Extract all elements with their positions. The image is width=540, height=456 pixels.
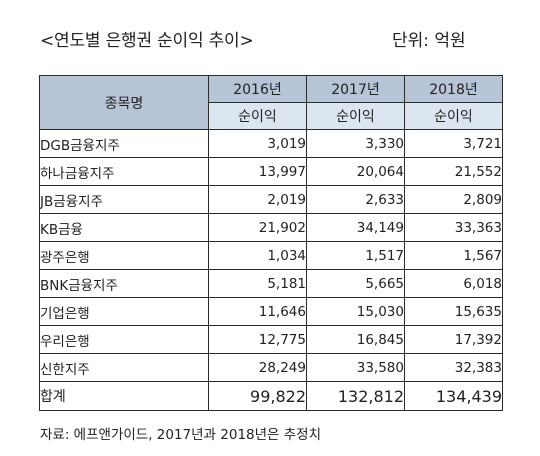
profit-2018: 1,567	[404, 241, 503, 270]
header-net-profit-2017: 순이익	[306, 102, 405, 130]
source-note: 자료: 에프앤가이드, 2017년과 2018년은 추정치	[40, 427, 322, 443]
header-company: 종목명	[39, 75, 209, 130]
company-name: KB금융	[39, 213, 209, 242]
total-label: 합계	[39, 381, 209, 411]
company-name: 하나금융지주	[39, 157, 209, 186]
table-row: 광주은행 1,034 1,517 1,567	[39, 241, 503, 270]
profit-2017: 34,149	[306, 213, 405, 242]
table-row: BNK금융지주 5,181 5,665 6,018	[39, 269, 503, 298]
page-title: <연도별 은행권 순이익 추이>	[40, 31, 254, 51]
header-net-profit-2018: 순이익	[404, 102, 503, 130]
table-row: 하나금융지주 13,997 20,064 21,552	[39, 157, 503, 186]
profit-2018: 21,552	[404, 157, 503, 186]
company-name: BNK금융지주	[39, 269, 209, 298]
profit-2017: 20,064	[306, 157, 405, 186]
company-name: JB금융지주	[39, 185, 209, 214]
table-row: DGB금융지주 3,019 3,330 3,721	[39, 129, 503, 158]
profit-2016: 12,775	[208, 325, 307, 354]
profit-2017: 2,633	[306, 185, 405, 214]
company-name: 기업은행	[39, 297, 209, 326]
header-year-2016: 2016년	[208, 75, 307, 103]
profit-2017: 1,517	[306, 241, 405, 270]
profit-table: 종목명 2016년 2017년 2018년 순이익 순이익 순이익 DGB금융지…	[39, 75, 503, 411]
company-name: 광주은행	[39, 241, 209, 270]
profit-2017: 5,665	[306, 269, 405, 298]
header-year-2017: 2017년	[306, 75, 405, 103]
profit-2016: 28,249	[208, 353, 307, 382]
table-row: KB금융 21,902 34,149 33,363	[39, 213, 503, 242]
total-2017: 132,812	[306, 381, 405, 411]
profit-2018: 17,392	[404, 325, 503, 354]
unit-label: 단위: 억원	[392, 31, 466, 51]
company-name: 우리은행	[39, 325, 209, 354]
company-name: DGB금융지주	[39, 129, 209, 158]
profit-2017: 33,580	[306, 353, 405, 382]
profit-2016: 1,034	[208, 241, 307, 270]
total-2018: 134,439	[404, 381, 503, 411]
profit-2016: 11,646	[208, 297, 307, 326]
profit-2018: 6,018	[404, 269, 503, 298]
profit-2018: 32,383	[404, 353, 503, 382]
table-row: JB금융지주 2,019 2,633 2,809	[39, 185, 503, 214]
profit-2016: 3,019	[208, 129, 307, 158]
total-2016: 99,822	[208, 381, 307, 411]
profit-2018: 3,721	[404, 129, 503, 158]
header-net-profit-2016: 순이익	[208, 102, 307, 130]
company-name: 신한지주	[39, 353, 209, 382]
table-row: 신한지주 28,249 33,580 32,383	[39, 353, 503, 382]
table-row: 기업은행 11,646 15,030 15,635	[39, 297, 503, 326]
profit-2016: 13,997	[208, 157, 307, 186]
profit-2018: 15,635	[404, 297, 503, 326]
profit-2017: 3,330	[306, 129, 405, 158]
profit-2018: 2,809	[404, 185, 503, 214]
profit-2016: 2,019	[208, 185, 307, 214]
table-row: 우리은행 12,775 16,845 17,392	[39, 325, 503, 354]
total-row: 합계 99,822 132,812 134,439	[39, 381, 503, 411]
profit-2016: 5,181	[208, 269, 307, 298]
profit-2017: 15,030	[306, 297, 405, 326]
header-year-2018: 2018년	[404, 75, 503, 103]
profit-2016: 21,902	[208, 213, 307, 242]
profit-2018: 33,363	[404, 213, 503, 242]
profit-2017: 16,845	[306, 325, 405, 354]
